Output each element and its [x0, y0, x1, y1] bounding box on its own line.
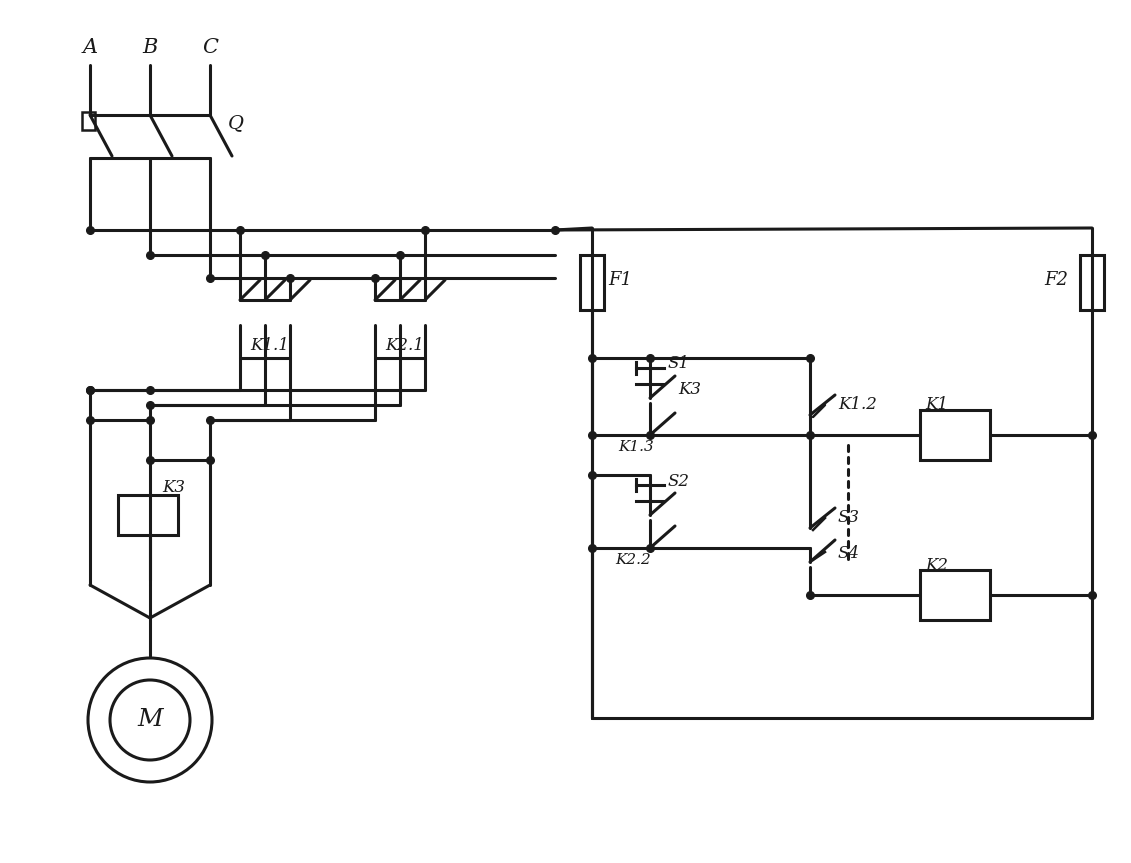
- Text: C: C: [202, 39, 218, 58]
- Text: K1.1: K1.1: [250, 337, 288, 355]
- Text: K1.2: K1.2: [838, 396, 877, 413]
- Text: K1: K1: [925, 396, 948, 413]
- Text: S1: S1: [668, 356, 690, 373]
- Text: K1.3: K1.3: [618, 440, 654, 454]
- Bar: [580, 255, 604, 310]
- Bar: [1080, 255, 1104, 310]
- Text: M: M: [137, 709, 163, 732]
- Bar: [920, 410, 990, 460]
- Text: S2: S2: [668, 473, 690, 489]
- Text: K3: K3: [677, 381, 701, 399]
- Text: F1: F1: [608, 271, 632, 289]
- Text: K2.2: K2.2: [615, 553, 650, 567]
- Bar: [83, 112, 95, 130]
- Text: K3: K3: [162, 480, 185, 496]
- Text: Q: Q: [228, 114, 244, 132]
- Text: S4: S4: [838, 545, 860, 563]
- Bar: [920, 570, 990, 620]
- Text: K2.1: K2.1: [385, 337, 424, 355]
- Text: F2: F2: [1044, 271, 1068, 289]
- Bar: [118, 495, 178, 535]
- Text: S3: S3: [838, 509, 860, 526]
- Text: K2: K2: [925, 557, 948, 574]
- Text: B: B: [143, 39, 157, 58]
- Text: A: A: [83, 39, 97, 58]
